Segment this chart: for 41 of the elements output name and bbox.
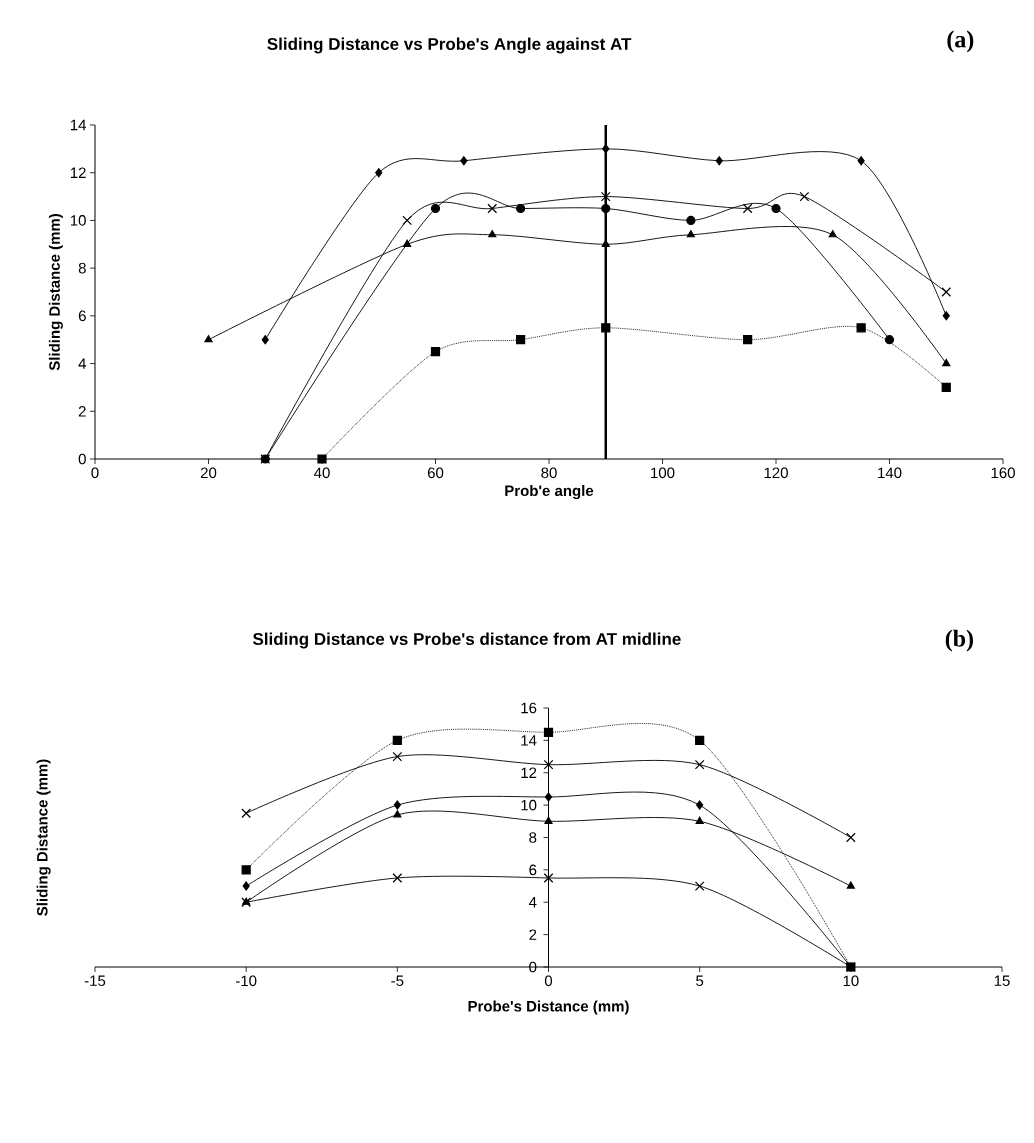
x-tick-label: 0 xyxy=(544,975,553,987)
x-tick-label: -15 xyxy=(84,975,106,986)
y-tick-label: 0 xyxy=(529,961,537,973)
y-tick-label: 8 xyxy=(529,832,537,843)
x-tick-label: -5 xyxy=(391,975,404,986)
y-tick-label: 10 xyxy=(70,215,86,226)
x-tick-label: 0 xyxy=(91,467,99,479)
y-tick-label: 14 xyxy=(70,119,87,131)
y-tick-label: 4 xyxy=(78,358,87,369)
y-tick-label: 4 xyxy=(528,897,537,908)
x-tick-label: 120 xyxy=(764,467,788,479)
x-tick-label: 40 xyxy=(314,467,330,479)
x-tick-label: 160 xyxy=(991,467,1015,479)
x-tick-label: 15 xyxy=(994,975,1010,986)
x-axis-title: Prob'e angle xyxy=(505,485,594,500)
y-tick-label: 10 xyxy=(521,799,537,811)
text: (a) xyxy=(947,30,974,53)
y-tick-label: 16 xyxy=(521,702,537,714)
x-tick-label: 20 xyxy=(200,467,217,479)
x-axis-title: Probe's Distance (mm) xyxy=(468,1000,629,1015)
text: (b) xyxy=(945,629,973,652)
chart-title: Sliding Distance vs Probe's distance from AT midline xyxy=(252,632,681,649)
x-tick-label: 140 xyxy=(878,467,902,479)
x-tick-label: 5 xyxy=(696,975,704,986)
y-tick-label: 6 xyxy=(78,310,86,322)
y-tick-label: 14 xyxy=(521,735,537,746)
x-tick-label: 60 xyxy=(427,467,444,479)
y-tick-label: 12 xyxy=(521,767,537,778)
y-tick-label: 12 xyxy=(70,167,86,178)
x-tick-label: -10 xyxy=(235,975,257,987)
y-tick-label: 2 xyxy=(78,406,86,417)
y-tick-label: 6 xyxy=(529,864,537,876)
y-axis-title: Sliding Distance (mm) xyxy=(48,213,63,371)
y-tick-label: 8 xyxy=(78,262,86,274)
y-axis-title: Sliding Distance (mm) xyxy=(36,759,51,916)
y-tick-label: 2 xyxy=(529,929,537,940)
chart-title: Sliding Distance vs Probe's Angle against AT xyxy=(267,37,632,54)
x-tick-label: 10 xyxy=(843,975,859,987)
x-tick-label: 80 xyxy=(541,467,557,479)
y-tick-label: 0 xyxy=(78,453,86,465)
x-tick-label: 100 xyxy=(651,467,675,479)
